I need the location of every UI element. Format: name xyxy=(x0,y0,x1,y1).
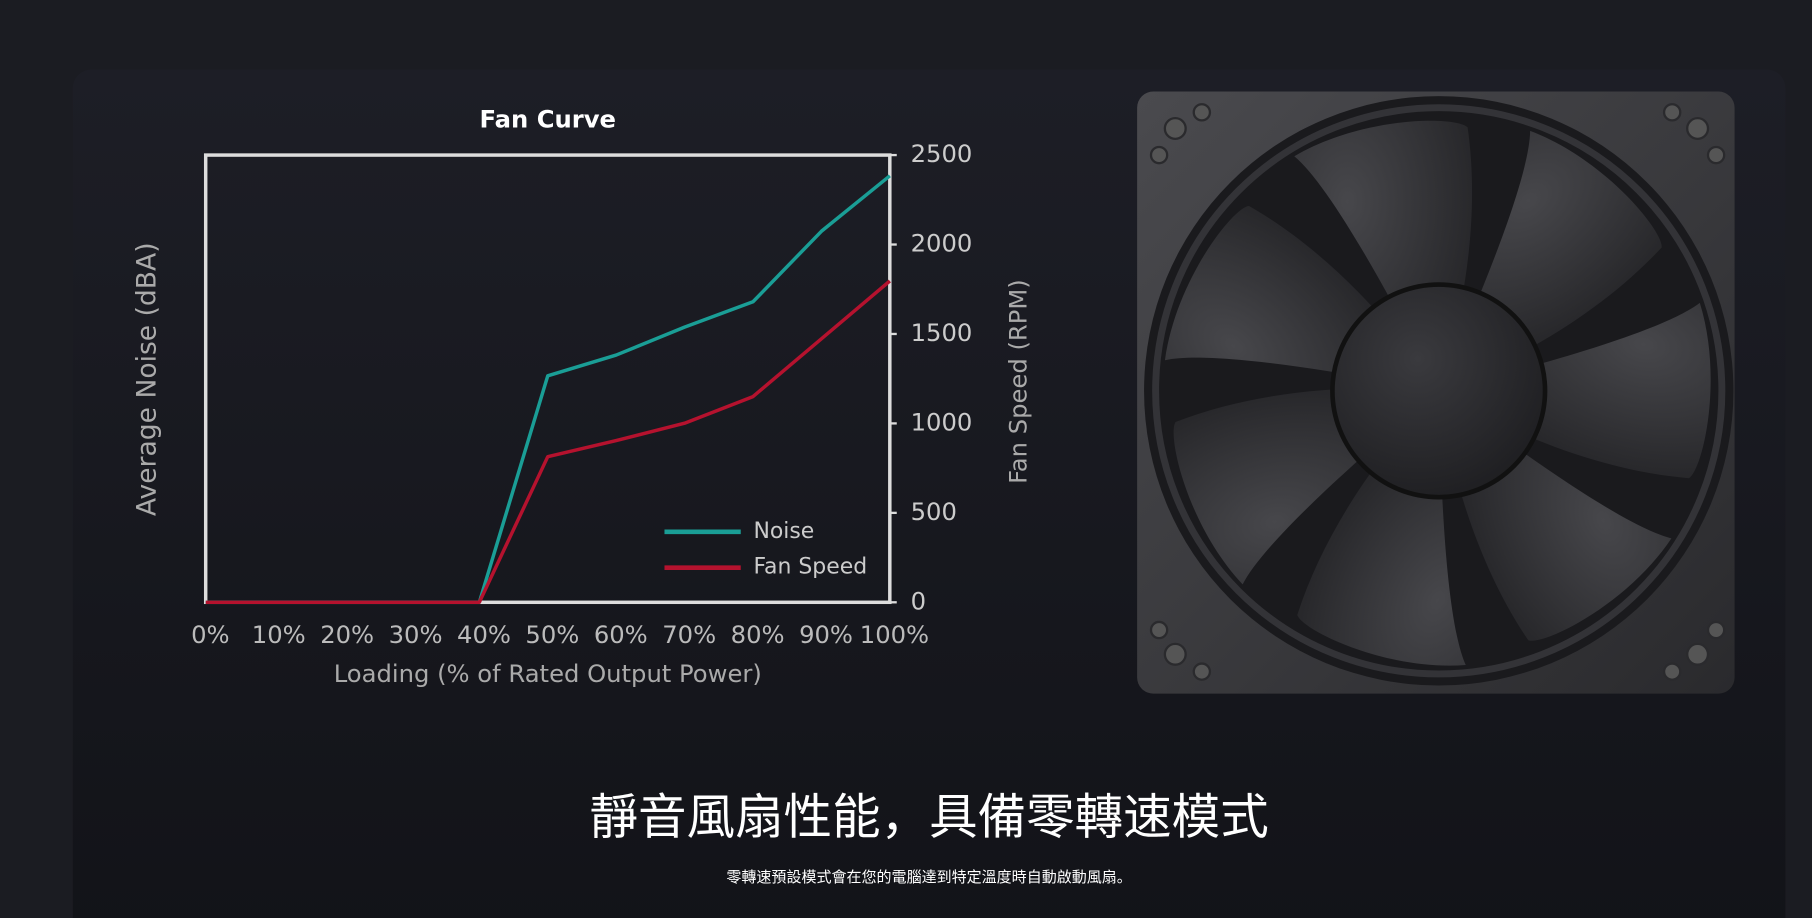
x-tick-label: 20% xyxy=(320,620,374,649)
x-tick-label: 60% xyxy=(594,620,648,649)
y2-tick-label: 500 xyxy=(911,497,957,526)
heading: 靜音風扇性能，具備零轉速模式 xyxy=(590,790,1269,846)
x-tick-label: 10% xyxy=(252,620,306,649)
y2-tick-label: 1500 xyxy=(911,318,973,347)
legend-label: Fan Speed xyxy=(753,555,867,580)
x-tick-label: 40% xyxy=(457,620,511,649)
x-tick-label: 90% xyxy=(799,620,853,649)
y2-axis-label: Fan Speed (RPM) xyxy=(1003,279,1032,484)
x-axis-label: Loading (% of Rated Output Power) xyxy=(334,659,762,688)
line-series xyxy=(205,279,891,605)
chart-title: Fan Curve xyxy=(480,104,617,133)
plot: 0 500 1000 1500 2000 2500 0% 10% 20% 30% 40% 50% 60%… xyxy=(191,139,972,649)
x-tick-label: 0% xyxy=(191,620,229,649)
fan-image xyxy=(1137,91,1735,694)
x-tick-label: 30% xyxy=(389,620,443,649)
y2-tick-label: 1000 xyxy=(911,407,973,436)
description: 零轉速預設模式會在您的電腦達到特定溫度時自動啟動風扇。 xyxy=(726,868,1131,886)
y2-tick-label: 2000 xyxy=(911,229,973,258)
y2-tick-label: 2500 xyxy=(911,139,973,168)
y-axis-label: Average Noise (dBA) xyxy=(131,242,162,516)
legend-label: Noise xyxy=(753,519,814,544)
x-tick-label: 100% xyxy=(860,620,929,649)
x-tick-label: 50% xyxy=(525,620,579,649)
x-tick-label: 80% xyxy=(731,620,785,649)
y2-tick-label: 0 xyxy=(911,586,926,615)
x-tick-label: 70% xyxy=(662,620,716,649)
